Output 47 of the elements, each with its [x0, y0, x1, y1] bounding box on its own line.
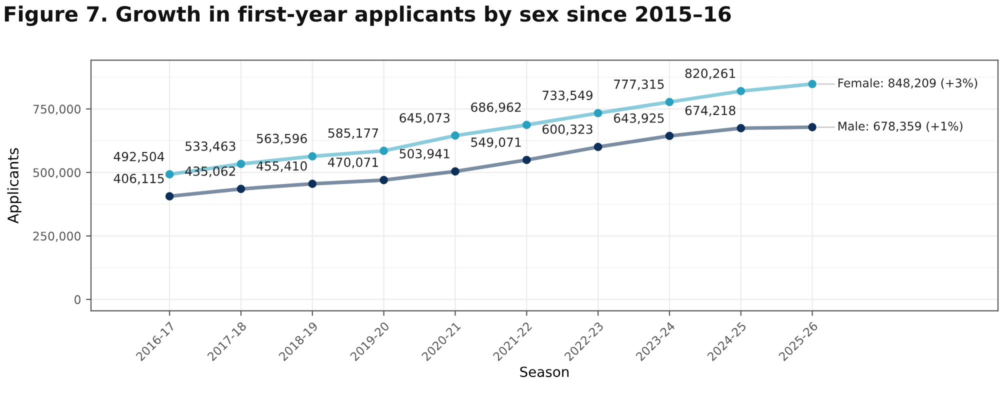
point — [594, 108, 602, 118]
point — [165, 192, 174, 200]
point — [665, 98, 674, 106]
y-tick-label: 250,000 — [33, 232, 80, 242]
data-label: 406,115 — [114, 174, 164, 185]
data-label: 503,941 — [400, 148, 450, 160]
data-label: 549,071 — [471, 137, 521, 148]
data-label: 470,071 — [328, 158, 378, 168]
data-label: 435,062 — [185, 166, 236, 178]
data-label: 686,962 — [471, 102, 521, 114]
data-label: 585,177 — [328, 128, 378, 140]
y-tick-label: 0 — [74, 295, 80, 304]
data-label: 455,410 — [256, 161, 307, 172]
point — [308, 152, 317, 160]
y-tick-label: 750,000 — [33, 104, 80, 115]
point — [522, 120, 531, 130]
point — [380, 146, 388, 155]
y-tick-label: 500,000 — [33, 168, 80, 178]
x-axis-title: Season — [520, 366, 569, 378]
point — [451, 131, 460, 140]
data-label: 563,596 — [256, 134, 307, 145]
data-label: 645,073 — [400, 113, 450, 124]
point — [665, 132, 674, 140]
data-label: 600,323 — [542, 124, 592, 136]
data-label: 820,261 — [685, 68, 736, 80]
point — [522, 156, 531, 164]
point — [736, 124, 746, 132]
series-label: Female: 848,209 (+3%) — [838, 78, 978, 89]
point — [808, 80, 816, 88]
point — [451, 167, 460, 176]
point — [165, 170, 174, 179]
data-label: 777,315 — [614, 80, 664, 90]
data-label: 733,549 — [542, 90, 592, 102]
data-label: 533,463 — [186, 141, 236, 152]
y-axis-title: Applicants — [7, 148, 22, 224]
data-label: 643,925 — [614, 113, 664, 124]
series-label: Male: 678,359 (+1%) — [838, 121, 962, 132]
data-label: 674,218 — [685, 106, 736, 116]
point — [736, 86, 746, 96]
data-label: 492,504 — [114, 152, 164, 163]
point — [236, 184, 246, 194]
point — [308, 180, 317, 188]
point — [380, 176, 388, 184]
chart-title: Figure 7. Growth in first-year applicants by sex since 2015–16 — [4, 6, 731, 26]
point — [594, 142, 602, 152]
point — [236, 160, 246, 168]
point — [808, 122, 816, 132]
